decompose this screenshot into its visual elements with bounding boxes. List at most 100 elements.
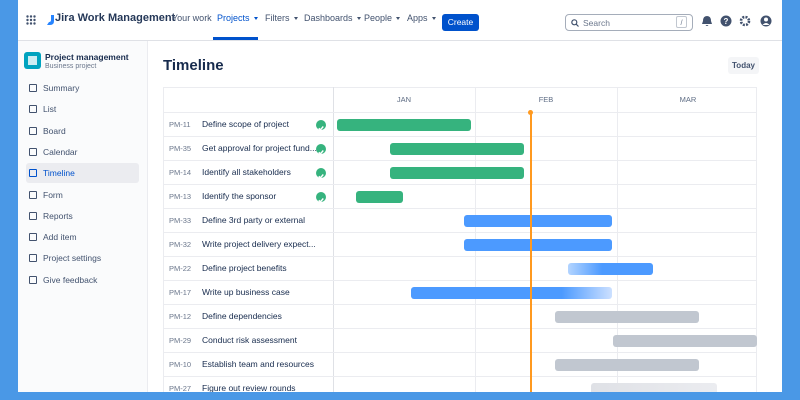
- sidebar-label[interactable]: Project settings: [43, 253, 102, 264]
- timeline-bar[interactable]: [555, 311, 699, 323]
- timeline-row[interactable]: PM-27 Figure out review rounds: [163, 376, 757, 392]
- issue-key[interactable]: PM-27: [169, 384, 192, 392]
- search-icon: [571, 19, 579, 27]
- sidebar-label[interactable]: Summary: [43, 83, 80, 93]
- timeline-row[interactable]: PM-35 Get approval for project fund...: [163, 136, 757, 160]
- timeline-row[interactable]: PM-11 Define scope of project: [163, 112, 757, 136]
- timeline-row[interactable]: PM-33 Define 3rd party or external: [163, 208, 757, 232]
- timeline-bar[interactable]: [390, 167, 524, 179]
- sidebar-icon: [29, 190, 37, 199]
- timeline-row[interactable]: PM-14 Identify all stakeholders: [163, 160, 757, 184]
- timeline-bar[interactable]: [390, 143, 524, 155]
- sidebar-label[interactable]: Add item: [43, 232, 77, 243]
- sidebar-item[interactable]: Timeline: [26, 163, 139, 184]
- sidebar-item[interactable]: Add item: [26, 227, 139, 247]
- sidebar-icon: [29, 147, 37, 156]
- sidebar-item[interactable]: Form: [26, 185, 139, 205]
- issue-key[interactable]: PM-10: [169, 360, 192, 369]
- issue-key[interactable]: PM-33: [169, 216, 192, 225]
- issue-key[interactable]: PM-13: [169, 192, 192, 201]
- issue-key[interactable]: PM-29: [169, 336, 192, 345]
- timeline-bar[interactable]: [568, 263, 653, 275]
- issue-name[interactable]: Write project delivery expect...: [202, 239, 316, 249]
- timeline-row[interactable]: PM-32 Write project delivery expect...: [163, 232, 757, 256]
- timeline-bar[interactable]: [591, 383, 717, 392]
- issue-name[interactable]: Write up business case: [202, 287, 290, 297]
- nav-item-label[interactable]: Apps: [407, 13, 428, 23]
- sidebar-label[interactable]: Board: [43, 125, 66, 136]
- nav-item-label[interactable]: Filters: [265, 13, 290, 23]
- month-divider: [617, 87, 618, 392]
- issue-name[interactable]: Identify the sponsor: [202, 191, 277, 201]
- app-switcher[interactable]: [26, 15, 36, 25]
- issue-name[interactable]: Identify all stakeholders: [202, 167, 291, 177]
- nav-item-label[interactable]: Dashboards: [304, 13, 353, 23]
- timeline-bar[interactable]: [464, 239, 612, 251]
- nav-item[interactable]: People: [364, 13, 401, 23]
- sidebar-icon: [29, 169, 37, 178]
- timeline-bar[interactable]: [356, 191, 403, 203]
- sidebar-item[interactable]: Summary: [26, 78, 139, 98]
- sidebar-icon: [29, 126, 37, 135]
- issue-name[interactable]: Define project benefits: [202, 263, 287, 273]
- dropdown-caret: [253, 17, 258, 21]
- brand[interactable]: Jira Work Management: [55, 12, 176, 24]
- timeline-bar[interactable]: [464, 215, 612, 227]
- logo-icon: [47, 15, 54, 25]
- issue-key[interactable]: PM-35: [169, 144, 192, 153]
- timeline-row[interactable]: PM-13 Identify the sponsor: [163, 184, 757, 208]
- sidebar-label[interactable]: Form: [43, 189, 63, 200]
- settings-icon[interactable]: [739, 15, 751, 27]
- issue-name[interactable]: Conduct risk assessment: [202, 335, 297, 345]
- nav-item[interactable]: Dashboards: [304, 13, 361, 23]
- nav-item[interactable]: Apps: [407, 13, 436, 23]
- issue-key[interactable]: PM-32: [169, 240, 192, 249]
- timeline-row[interactable]: PM-22 Define project benefits: [163, 256, 757, 280]
- project-name[interactable]: Project management: [45, 52, 129, 62]
- nav-item-label[interactable]: People: [364, 13, 393, 23]
- issue-name[interactable]: Establish team and resources: [202, 359, 314, 369]
- nav-item[interactable]: Filters: [265, 13, 298, 23]
- search-box[interactable]: Search /: [565, 14, 693, 31]
- issue-key[interactable]: PM-22: [169, 264, 192, 273]
- sidebar-item[interactable]: Calendar: [26, 142, 139, 162]
- issue-key[interactable]: PM-14: [169, 168, 192, 177]
- sidebar-label[interactable]: Timeline: [43, 168, 75, 179]
- search-placeholder: Search: [583, 18, 610, 28]
- timeline-row[interactable]: PM-29 Conduct risk assessment: [163, 328, 757, 352]
- issue-key[interactable]: PM-17: [169, 288, 192, 297]
- issue-key[interactable]: PM-12: [169, 312, 192, 321]
- create-button[interactable]: Create: [442, 14, 479, 31]
- timeline-bar[interactable]: [555, 359, 699, 371]
- sidebar-label[interactable]: Reports: [43, 210, 73, 221]
- nav-item[interactable]: Your work: [172, 13, 212, 23]
- help-icon[interactable]: [720, 15, 732, 27]
- sidebar-item[interactable]: Reports: [26, 206, 139, 226]
- timeline-bar[interactable]: [411, 287, 612, 299]
- issue-name[interactable]: Get approval for project fund...: [202, 143, 317, 153]
- today-button[interactable]: Today: [728, 57, 759, 74]
- issue-name[interactable]: Define 3rd party or external: [202, 215, 305, 225]
- sidebar-item[interactable]: Give feedback: [26, 270, 139, 290]
- nav-item-label[interactable]: Your work: [172, 13, 212, 23]
- timeline-row[interactable]: PM-17 Write up business case: [163, 280, 757, 304]
- issue-name[interactable]: Figure out review rounds: [202, 383, 296, 392]
- sidebar-item[interactable]: Board: [26, 121, 139, 141]
- nav-item[interactable]: Projects: [217, 13, 258, 23]
- issue-key[interactable]: PM-11: [169, 120, 191, 129]
- timeline-row[interactable]: PM-10 Establish team and resources: [163, 352, 757, 376]
- sidebar-item[interactable]: List: [26, 99, 139, 119]
- sidebar-label[interactable]: List: [43, 104, 57, 115]
- sidebar-label[interactable]: Calendar: [43, 146, 78, 157]
- timeline-row[interactable]: PM-12 Define dependencies: [163, 304, 757, 328]
- issue-name[interactable]: Define dependencies: [202, 311, 282, 321]
- sidebar-label[interactable]: Give feedback: [43, 274, 98, 285]
- sidebar-item[interactable]: Project settings: [26, 248, 139, 268]
- issue-name[interactable]: Define scope of project: [202, 119, 289, 129]
- notifications-icon[interactable]: [702, 16, 712, 26]
- dropdown-caret: [356, 17, 361, 21]
- nav-item-label[interactable]: Projects: [217, 13, 250, 23]
- timeline-bar[interactable]: [613, 335, 757, 347]
- timeline-bar[interactable]: [337, 119, 471, 131]
